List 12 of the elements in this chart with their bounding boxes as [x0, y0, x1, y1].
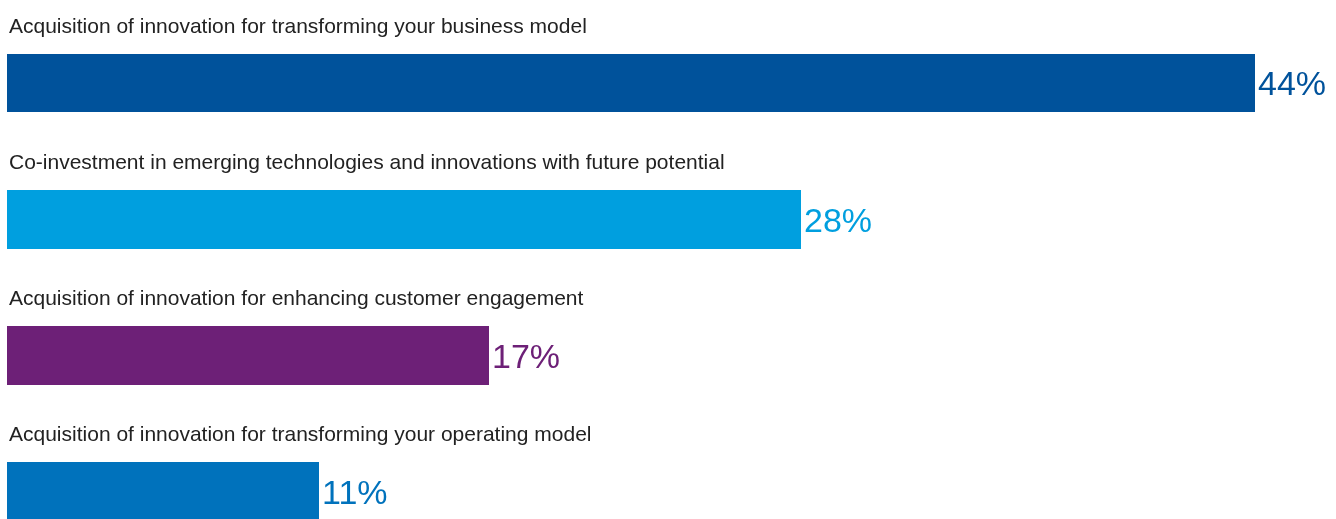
data-label: 28%: [804, 200, 873, 239]
data-label: 44%: [1258, 64, 1327, 102]
data-label: 17%: [492, 336, 561, 375]
data-label: 11%: [322, 472, 388, 511]
y-tick-label: Acquisition of innovation for transforming your business model: [9, 14, 587, 37]
bar: [7, 326, 489, 385]
bar: [7, 462, 319, 519]
bar: [7, 54, 1255, 112]
y-tick-label: Acquisition of innovation for enhancing customer engagement: [9, 286, 584, 309]
y-tick-label: Acquisition of innovation for transforming your operating model: [9, 422, 592, 445]
y-tick-label: Co-investment in emerging technologies and innovations with future potential: [9, 150, 725, 173]
bar: [7, 190, 801, 249]
